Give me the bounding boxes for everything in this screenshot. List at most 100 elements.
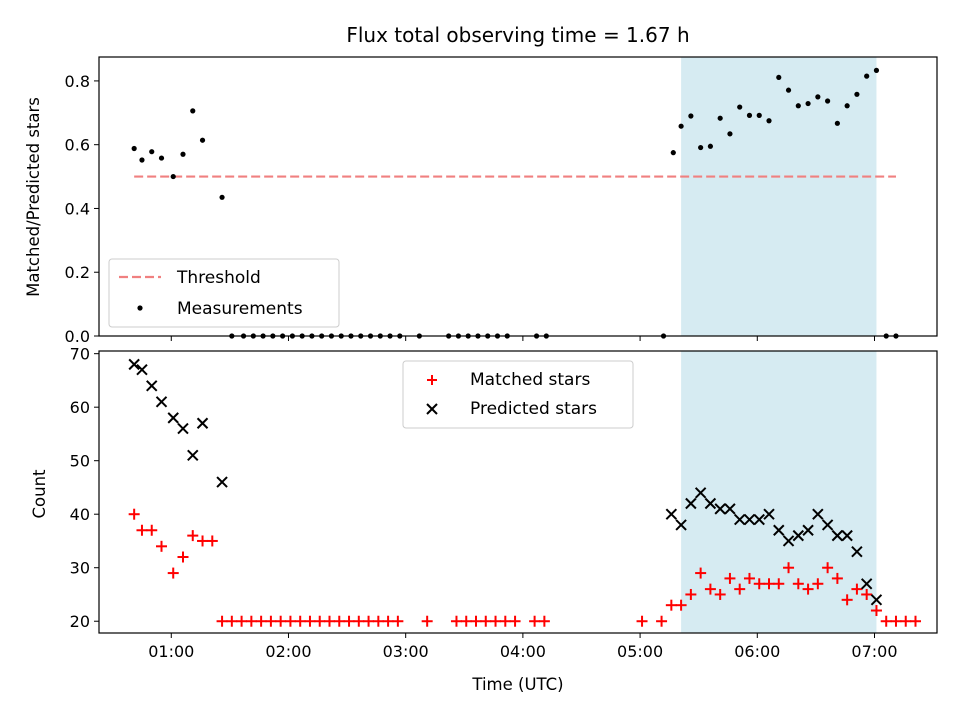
predicted-star-point [812,508,824,520]
matched-star-point [724,572,736,584]
count-y-axis-label: Count [30,469,49,519]
measurement-point [670,150,676,156]
matched-star-point [363,615,375,627]
ratio-ytick-label: 0.2 [65,263,90,282]
legend-matched-label: Matched stars [470,370,590,390]
predicted-star-point [870,594,883,606]
measurement-point [815,94,821,100]
xtick-label: 01:00 [148,642,194,661]
predicted-star-point [177,422,189,435]
matched-star-point [773,578,785,590]
matched-star-point [460,615,472,627]
predicted-star-point [841,529,853,542]
matched-star-point [499,615,511,627]
measurement-point [131,145,137,152]
observing-window-span-top [681,57,877,336]
ratio-ytick-label: 0.8 [65,72,90,91]
matched-star-point [743,572,755,584]
ratio-y-axis-label: Matched/Predicted stars [24,97,43,297]
legend-measurements-label: Measurements [177,299,303,319]
matched-star-point [783,562,795,574]
matched-star-point [675,599,687,611]
matched-star-point [685,588,697,600]
matched-star-point [480,615,492,627]
measurement-point [170,173,176,180]
predicted-star-point [196,417,209,429]
measurement-point [698,144,704,151]
matched-star-point [636,615,648,627]
matched-star-point [714,588,726,600]
predicted-star-point [802,524,814,536]
matched-star-point [822,562,834,574]
count-ytick-label: 30 [70,559,90,578]
matched-star-point [841,594,853,606]
predicted-star-point [734,513,746,526]
matched-star-point [870,605,882,617]
matched-star-point [812,578,824,590]
measurement-point [678,123,684,129]
measurement-point [873,67,880,73]
matched-star-point [226,615,238,627]
measurement-point [717,115,723,121]
measurement-point [219,194,225,200]
matched-star-point [529,615,541,627]
measurement-point [825,98,831,104]
count-panel-frame [98,350,938,634]
ratio-ytick-label: 0.6 [65,136,90,155]
count-ytick-label: 60 [70,398,90,417]
matched-star-point [187,530,199,542]
matched-star-point [509,615,521,627]
measurement-point [149,149,155,155]
measurement-point [864,73,870,79]
matched-star-point [177,551,189,563]
predicted-star-point [128,358,140,371]
predicted-star-point [136,364,148,376]
count-ytick-label: 40 [70,505,90,524]
predicted-star-point [675,519,687,531]
count-ytick-label: 20 [70,612,90,631]
measurement-point [776,74,782,81]
measurement-point [199,137,206,143]
predicted-star-point [146,380,158,392]
predicted-star-point [694,487,707,499]
predicted-star-point [792,529,805,542]
ratio-ytick-label: 0.4 [65,199,90,218]
matched-star-point [656,615,668,627]
measurement-point [707,143,714,149]
count-ytick-label: 50 [70,452,90,471]
matched-star-point [245,615,257,627]
matched-star-point [695,567,707,579]
matched-star-point [333,615,345,627]
matched-star-point [353,615,365,627]
predicted-star-point [753,513,765,526]
matched-star-point [343,615,355,627]
matched-star-point [890,615,902,627]
xtick-label: 03:00 [383,642,429,661]
matched-star-point [763,578,775,590]
matched-star-point [216,615,228,627]
matched-star-point [206,535,218,547]
predicted-star-point [860,578,873,590]
measurement-point [190,108,196,114]
predicted-star-point [782,535,795,547]
predicted-star-point [724,503,736,515]
xtick-label: 02:00 [265,642,311,661]
ratio-ytick-label: 0.0 [65,327,90,346]
measurement-point [688,113,694,119]
matched-star-point [284,615,296,627]
matched-star-point [156,540,168,552]
matched-star-point [802,583,814,595]
predicted-star-point [187,449,199,462]
matched-star-point [146,524,158,536]
matched-star-point [323,615,335,627]
matched-star-point [665,599,677,611]
measurement-point [727,131,733,137]
predicted-star-point [831,529,844,542]
matched-star-point [470,615,482,627]
matched-star-point [880,615,892,627]
matched-star-point [392,615,404,627]
measurement-point [805,100,811,107]
predicted-star-point [821,519,834,531]
matched-star-point [910,615,922,627]
